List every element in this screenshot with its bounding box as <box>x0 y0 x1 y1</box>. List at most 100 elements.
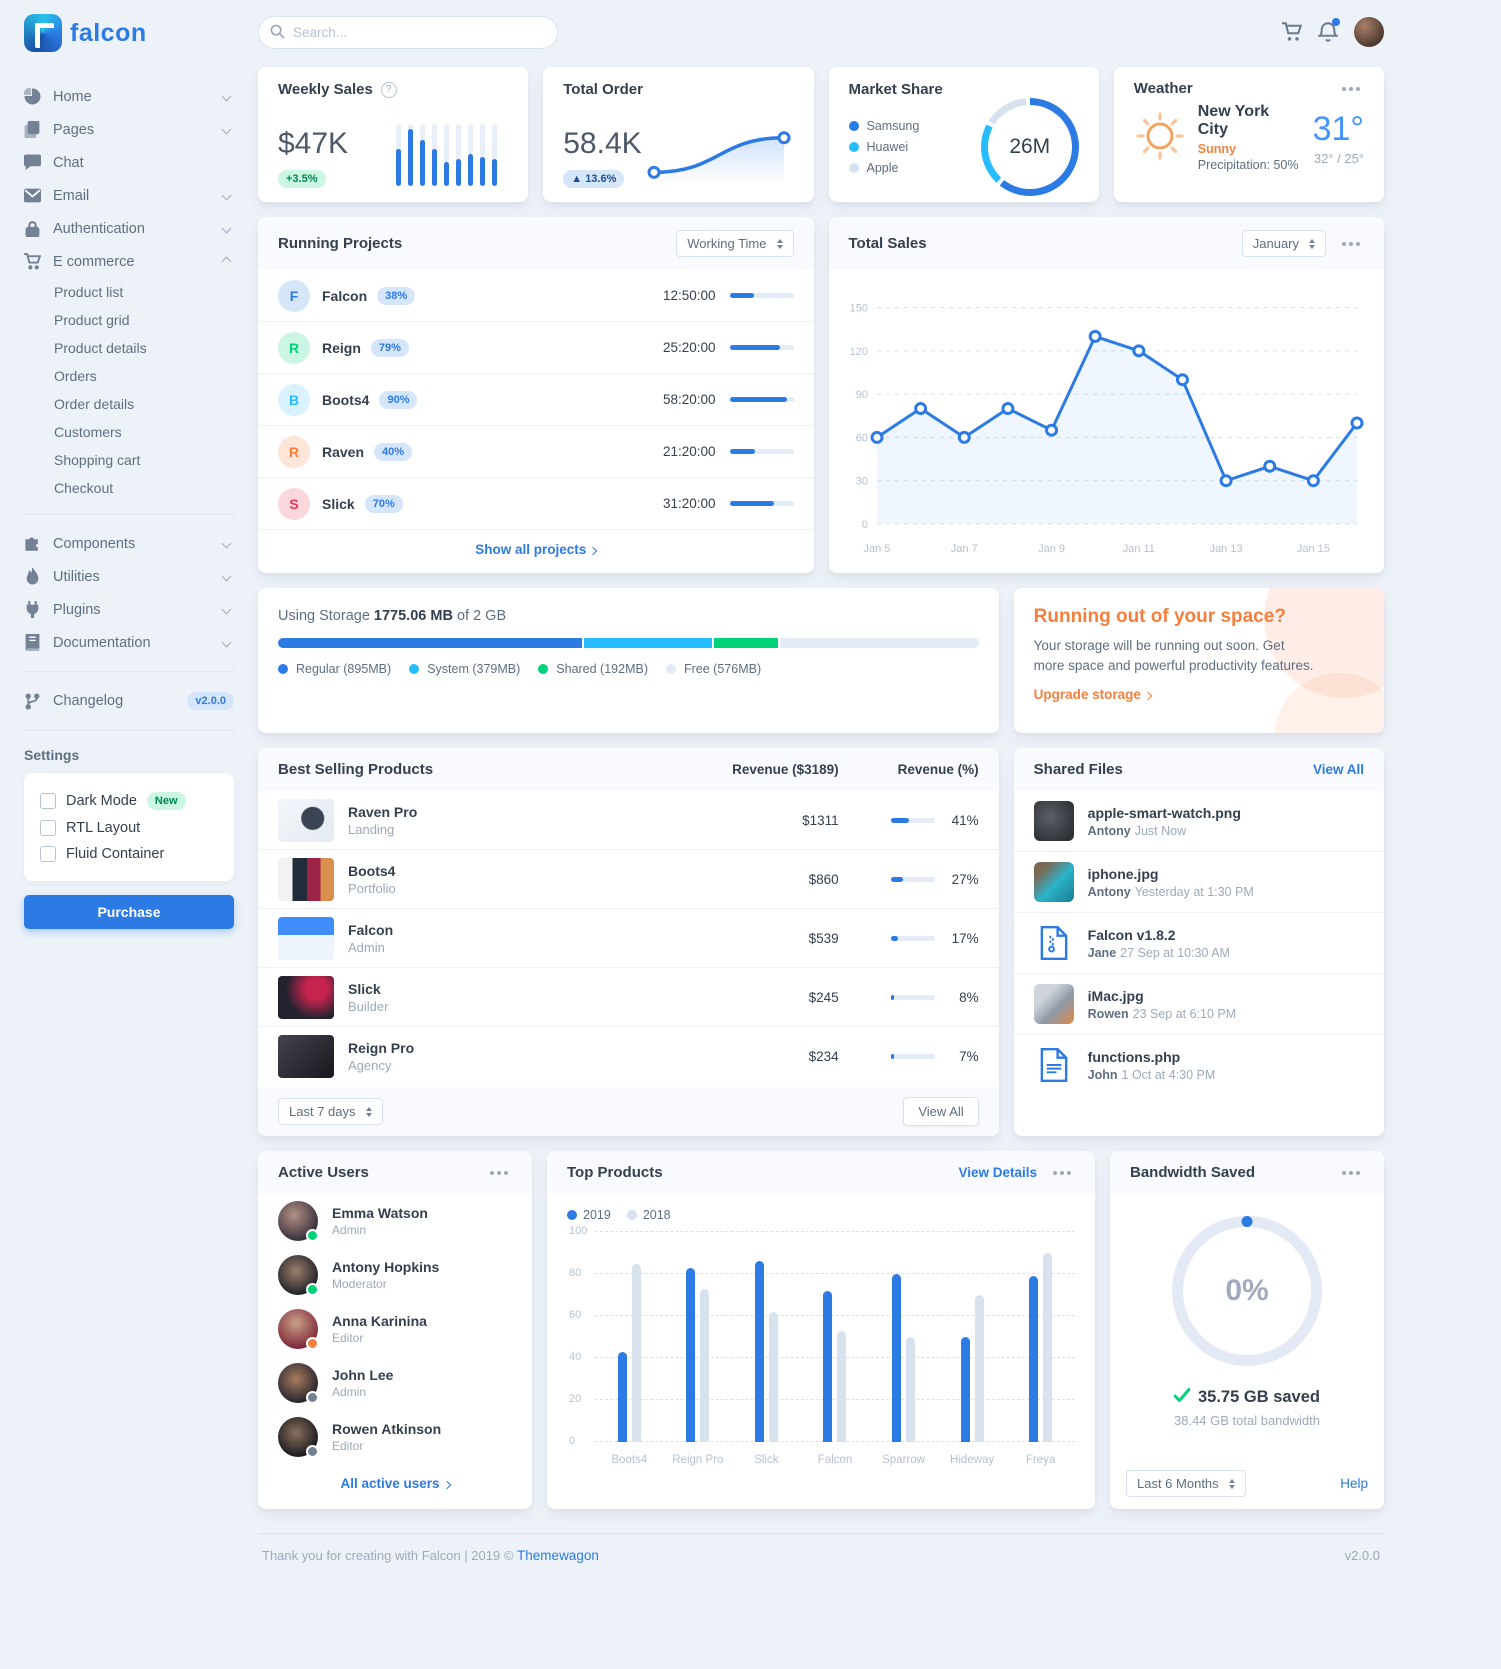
chevron-down-icon <box>221 571 232 582</box>
file-name[interactable]: Falcon v1.8.2 <box>1087 926 1176 943</box>
product-percent: 7% <box>959 1049 979 1064</box>
project-avatar: S <box>278 487 310 520</box>
user-name[interactable]: Emma Watson <box>332 1205 428 1221</box>
list-item: Antony Hopkins Moderator <box>258 1248 532 1302</box>
file-name[interactable]: functions.php <box>1087 1048 1181 1065</box>
product-name[interactable]: Boots4 <box>348 862 396 879</box>
sidebar-item-label: Pages <box>53 121 95 138</box>
user-name[interactable]: Antony Hopkins <box>332 1259 440 1275</box>
chevron-up-icon <box>221 256 232 267</box>
purchase-button[interactable]: Purchase <box>24 895 234 929</box>
sidebar-item-home[interactable]: Home <box>23 80 234 113</box>
file-name[interactable]: iphone.jpg <box>1087 865 1159 882</box>
bar <box>420 124 426 186</box>
ellipsis-menu-icon[interactable] <box>1338 83 1364 95</box>
ellipsis-menu-icon[interactable] <box>1338 238 1364 250</box>
file-owner: Jane <box>1087 945 1117 960</box>
card-title: Running Projects <box>278 235 403 252</box>
logo[interactable]: falcon <box>24 14 234 52</box>
sidebar-item-product-grid[interactable]: Product grid <box>54 312 130 328</box>
show-all-projects-link[interactable]: Show all projects <box>475 542 598 557</box>
user-name[interactable]: Anna Karinina <box>332 1313 427 1329</box>
sidebar-item-documentation[interactable]: Documentation <box>24 626 234 659</box>
bar <box>480 124 486 186</box>
working-time-select[interactable]: Working Time <box>676 230 794 257</box>
view-all-link[interactable]: View All <box>1312 762 1364 777</box>
dark-mode-checkbox[interactable] <box>40 793 56 809</box>
chevron-right-icon <box>1143 691 1153 700</box>
sidebar-item-ecommerce[interactable]: E commerce <box>24 245 234 278</box>
project-name[interactable]: Falcon <box>322 287 368 304</box>
book-icon <box>24 633 41 652</box>
table-row: Reign Pro Agency $234 7% <box>258 1027 999 1086</box>
sort-arrows-icon <box>776 238 783 249</box>
ellipsis-menu-icon[interactable] <box>1338 1167 1364 1179</box>
product-name[interactable]: Raven Pro <box>348 803 418 820</box>
product-name[interactable]: Falcon <box>348 921 394 938</box>
project-name[interactable]: Slick <box>322 495 355 512</box>
user-avatar[interactable] <box>1354 17 1384 47</box>
sidebar-item-order-details[interactable]: Order details <box>54 396 135 412</box>
user-name[interactable]: Rowen Atkinson <box>332 1421 442 1437</box>
products-files-row: Best Selling Products Revenue ($3189) Re… <box>258 748 1384 1136</box>
bell-icon[interactable] <box>1316 18 1340 42</box>
view-details-link[interactable]: View Details <box>958 1165 1037 1180</box>
upgrade-storage-link[interactable]: Upgrade storage <box>1034 687 1153 702</box>
space-card-body: Your storage will be running out soon. G… <box>1033 638 1314 674</box>
legend-label: Huawei <box>866 140 909 154</box>
bar <box>408 124 414 186</box>
user-name[interactable]: John Lee <box>332 1367 394 1383</box>
user-status-dot <box>306 1445 319 1458</box>
sidebar-item-customers[interactable]: Customers <box>54 424 122 440</box>
sidebar-item-product-list[interactable]: Product list <box>54 284 124 300</box>
sidebar-item-utilities[interactable]: Utilities <box>24 560 234 593</box>
search-input[interactable] <box>258 15 558 49</box>
table-row: Slick Builder $245 8% <box>258 968 999 1027</box>
fluid-container-checkbox[interactable] <box>40 846 56 862</box>
last-6-months-select[interactable]: Last 6 Months <box>1126 1470 1246 1497</box>
sidebar-item-shopping-cart[interactable]: Shopping cart <box>54 452 141 468</box>
month-select[interactable]: January <box>1241 230 1326 257</box>
select-value: Working Time <box>687 236 767 251</box>
sidebar-item-changelog[interactable]: Changelog v2.0.0 <box>24 684 234 718</box>
sort-arrows-icon <box>365 1106 372 1117</box>
sidebar-item-authentication[interactable]: Authentication <box>24 212 234 245</box>
sidebar-item-orders[interactable]: Orders <box>54 368 97 384</box>
bar <box>468 124 474 186</box>
last-7-days-select[interactable]: Last 7 days <box>278 1098 383 1125</box>
user-role: Editor <box>332 1331 364 1345</box>
weekly-sales-card: Weekly Sales ? $47K +3.5% <box>258 67 529 202</box>
file-thumbnail <box>1033 984 1074 1024</box>
sidebar-item-checkout[interactable]: Checkout <box>54 480 114 496</box>
project-name[interactable]: Boots4 <box>322 391 370 408</box>
help-icon[interactable]: ? <box>380 81 397 98</box>
gridline: 0 <box>569 1435 1075 1447</box>
themewagon-link[interactable]: Themewagon <box>517 1548 599 1563</box>
sidebar-item-chat[interactable]: Chat <box>23 146 234 179</box>
project-name[interactable]: Reign <box>322 339 361 356</box>
topbar <box>258 14 1384 50</box>
ellipsis-menu-icon[interactable] <box>1049 1167 1075 1179</box>
file-name[interactable]: iMac.jpg <box>1087 987 1144 1004</box>
ellipsis-menu-icon[interactable] <box>486 1167 512 1179</box>
all-active-users-link[interactable]: All active users <box>340 1476 451 1491</box>
sidebar-item-plugins[interactable]: Plugins <box>24 593 234 626</box>
sidebar-item-product-details[interactable]: Product details <box>54 340 147 356</box>
project-progress-bar <box>729 501 794 506</box>
view-all-button[interactable]: View All <box>903 1097 979 1126</box>
file-name[interactable]: apple-smart-watch.png <box>1087 804 1241 821</box>
help-link[interactable]: Help <box>1340 1476 1368 1491</box>
product-name[interactable]: Reign Pro <box>348 1040 415 1056</box>
bar-group: Hideway <box>950 1232 994 1466</box>
rtl-layout-checkbox[interactable] <box>40 820 56 836</box>
sidebar-item-label: Chat <box>53 154 84 171</box>
svg-text:Jan 15: Jan 15 <box>1297 543 1330 555</box>
product-name[interactable]: Slick <box>348 980 381 997</box>
sidebar-item-email[interactable]: Email <box>23 179 234 212</box>
sidebar-item-components[interactable]: Components <box>24 527 234 560</box>
sidebar-item-pages[interactable]: Pages <box>24 113 234 146</box>
project-name[interactable]: Raven <box>322 443 365 460</box>
cart-icon[interactable] <box>1282 22 1303 42</box>
list-item: Anna Karinina Editor <box>258 1302 532 1356</box>
footer-text: Thank you for creating with Falcon | 201… <box>262 1548 599 1563</box>
